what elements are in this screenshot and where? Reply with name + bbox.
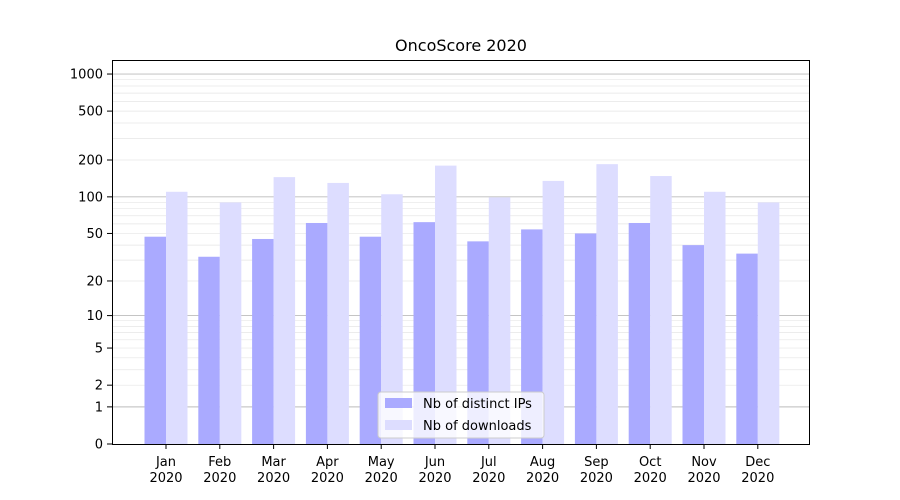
- bar-downloads: [166, 191, 188, 444]
- legend-label-distinct-ips: Nb of distinct IPs: [423, 397, 532, 412]
- x-tick-label-year: 2020: [741, 471, 774, 486]
- bar-distinct-ips: [574, 233, 597, 444]
- x-tick-label-year: 2020: [418, 471, 451, 486]
- chart-title: OncoScore 2020: [395, 36, 527, 55]
- x-tick-label-month: Mar: [261, 455, 286, 470]
- bar-downloads: [381, 194, 403, 444]
- bar-downloads: [650, 176, 672, 444]
- x-tick-label-year: 2020: [687, 471, 720, 486]
- y-tick-label: 1000: [70, 68, 103, 83]
- x-tick-label-year: 2020: [149, 471, 182, 486]
- legend-box: [377, 391, 545, 439]
- x-tick-label-month: Oct: [639, 455, 661, 470]
- x-tick-label-month: Apr: [316, 455, 339, 470]
- x-tick-label-month: Sep: [584, 455, 609, 470]
- bar-distinct-ips: [198, 256, 220, 444]
- bar-distinct-ips: [521, 229, 543, 444]
- bar-distinct-ips: [252, 238, 274, 444]
- bar-downloads: [488, 197, 511, 444]
- bar-downloads: [273, 177, 296, 445]
- y-tick-label: 5: [95, 342, 103, 357]
- x-tick-label-year: 2020: [365, 471, 398, 486]
- bar-downloads: [704, 191, 726, 444]
- y-tick-label: 500: [78, 105, 103, 120]
- x-tick-label-month: Nov: [691, 455, 717, 470]
- x-tick-label-month: Jan: [155, 455, 176, 470]
- x-tick-label-month: Dec: [745, 455, 770, 470]
- y-tick-label: 1: [95, 400, 103, 415]
- x-tick-label-year: 2020: [634, 471, 667, 486]
- y-tick-label: 10: [86, 309, 103, 324]
- bar-downloads: [596, 164, 618, 444]
- legend-swatch-downloads: [385, 420, 412, 430]
- x-tick-label-month: May: [368, 455, 395, 470]
- bar-downloads: [435, 165, 457, 444]
- bar-distinct-ips: [736, 253, 758, 444]
- x-tick-label-year: 2020: [311, 471, 344, 486]
- legend-swatch-distinct-ips: [385, 398, 412, 408]
- legend: Nb of distinct IPs Nb of downloads: [377, 391, 545, 439]
- x-tick-label-month: Jun: [424, 455, 445, 470]
- y-tick-label: 50: [86, 227, 103, 242]
- bar-distinct-ips: [144, 236, 166, 444]
- x-tick-label-year: 2020: [257, 471, 290, 486]
- bar-distinct-ips: [628, 222, 651, 444]
- bar-distinct-ips: [682, 245, 704, 444]
- x-tick-label-year: 2020: [580, 471, 613, 486]
- x-tick-label-year: 2020: [203, 471, 236, 486]
- x-axis: Jan2020Feb2020Mar2020Apr2020May2020Jun20…: [149, 444, 774, 486]
- bar-downloads: [327, 182, 349, 445]
- y-axis: 0 1 2 5 10 20 50 100 200 500 1000: [70, 68, 112, 453]
- legend-label-downloads: Nb of downloads: [423, 419, 532, 434]
- bar-distinct-ips: [359, 236, 382, 444]
- x-tick-label-year: 2020: [526, 471, 559, 486]
- y-tick-label: 0: [95, 438, 103, 453]
- bar-downloads: [757, 202, 780, 444]
- bar-downloads: [542, 180, 565, 444]
- bars: [144, 164, 780, 445]
- y-tick-label: 20: [86, 274, 103, 289]
- bar-downloads: [219, 202, 242, 444]
- y-tick-label: 100: [78, 190, 103, 205]
- x-tick-label-month: Aug: [530, 455, 555, 470]
- x-tick-label-year: 2020: [472, 471, 505, 486]
- x-tick-label-month: Feb: [208, 455, 231, 470]
- bar-distinct-ips: [413, 222, 435, 444]
- bar-distinct-ips: [305, 222, 328, 444]
- plot-frame: [112, 60, 810, 445]
- y-tick-label: 2: [95, 379, 103, 394]
- x-tick-label-month: Jul: [480, 455, 497, 470]
- y-tick-label: 200: [78, 154, 103, 169]
